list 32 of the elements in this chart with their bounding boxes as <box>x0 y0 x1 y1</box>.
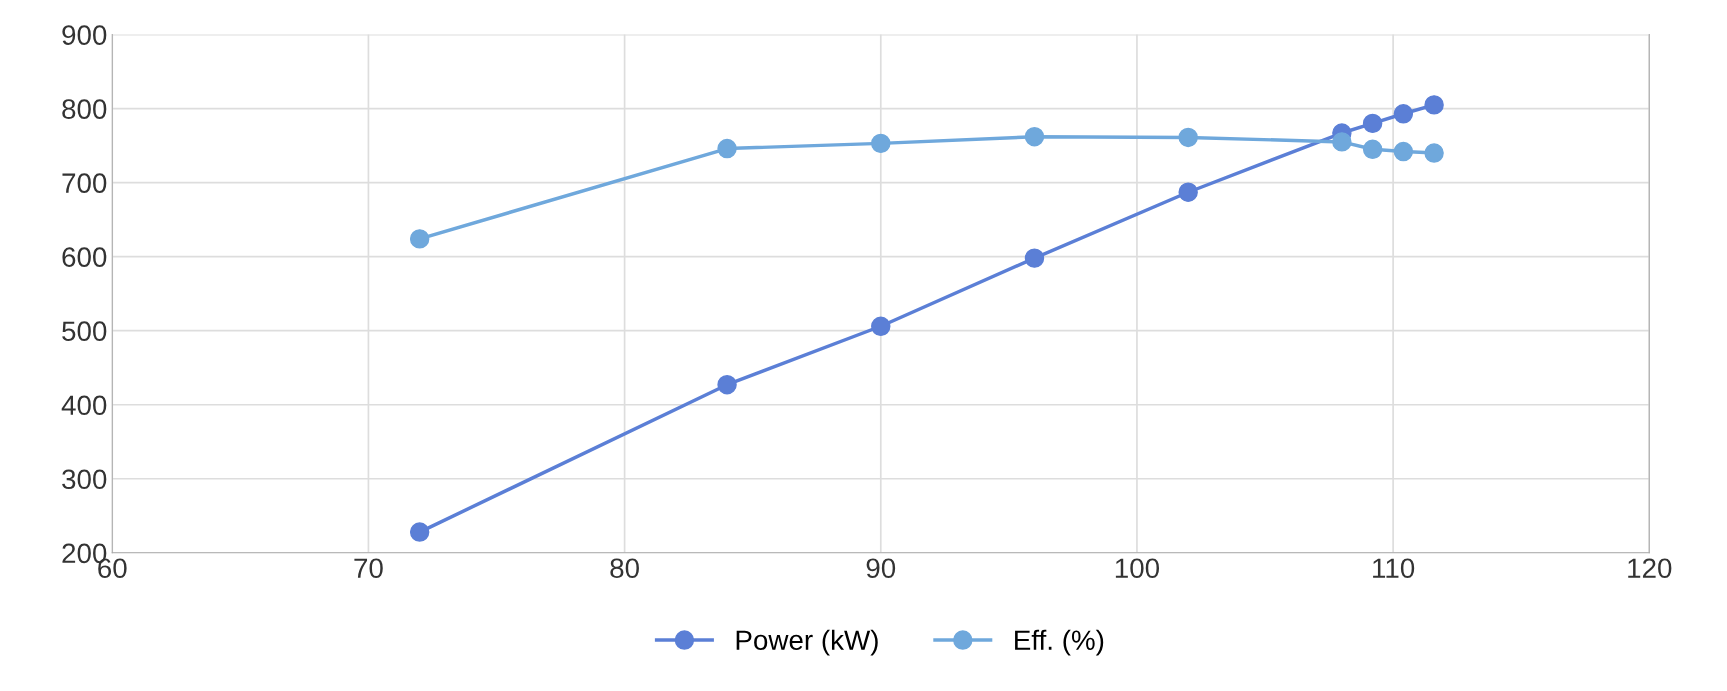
point <box>1024 248 1045 268</box>
x-tick-label: 80 <box>610 558 639 579</box>
point <box>1332 132 1352 152</box>
point <box>1362 139 1383 160</box>
point <box>717 138 737 159</box>
y-tick-label: 300 <box>62 469 107 490</box>
x-tick-label: 100 <box>1115 558 1160 579</box>
point <box>1424 95 1444 115</box>
y-tick-label: 800 <box>62 99 107 119</box>
y-tick-label: 500 <box>62 321 107 342</box>
y-tick-label: 400 <box>61 395 107 416</box>
point <box>871 316 891 336</box>
point <box>717 375 737 395</box>
point <box>1178 182 1198 202</box>
point <box>1393 104 1414 124</box>
legend-label: Power (kW) <box>736 629 878 656</box>
x-tick-label: 70 <box>354 558 383 579</box>
y-tick-label: 900 <box>62 25 107 45</box>
point <box>1393 141 1414 162</box>
point <box>1424 143 1444 163</box>
point <box>1178 127 1198 148</box>
x-tick-label: 110 <box>1373 558 1415 579</box>
point <box>1362 113 1383 134</box>
x-tick-label: 120 <box>1628 558 1672 579</box>
point <box>409 229 430 249</box>
y-tick-label: 600 <box>62 247 107 267</box>
point <box>409 522 430 542</box>
legend-label: Eff. (%) <box>1015 629 1104 656</box>
x-tick-label: 90 <box>866 558 896 579</box>
point <box>871 133 891 154</box>
point <box>1024 126 1045 147</box>
y-tick-label: 700 <box>62 173 107 193</box>
